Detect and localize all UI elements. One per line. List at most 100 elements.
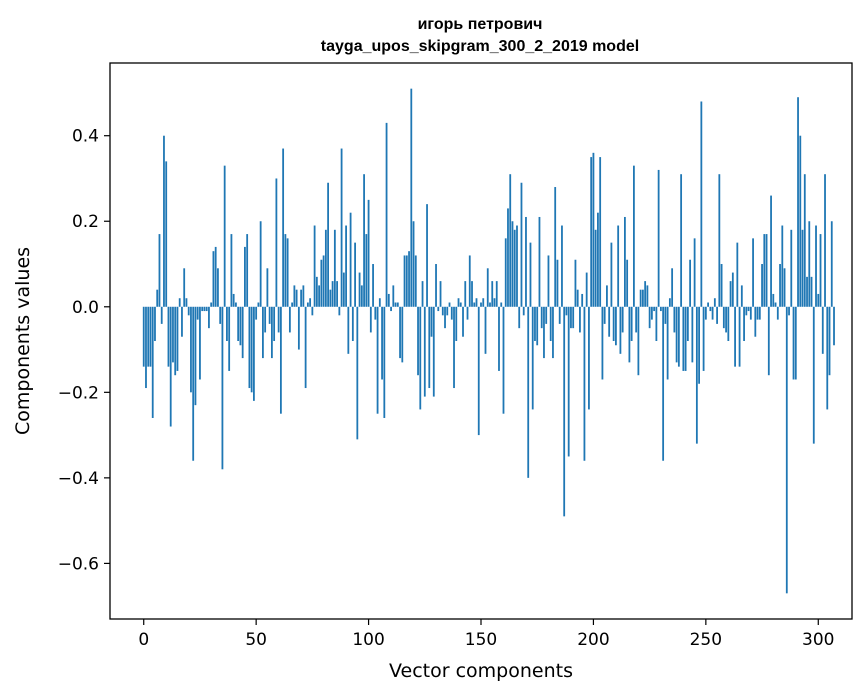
bar-57 [270, 306, 273, 359]
bar-135 [446, 306, 449, 316]
bar-60 [277, 306, 280, 333]
bar-256 [718, 174, 721, 307]
bar-101 [369, 306, 372, 333]
bar-199 [590, 157, 593, 307]
bar-89 [342, 272, 345, 307]
bar-238 [677, 306, 680, 367]
bar-263 [734, 306, 736, 367]
bar-95 [356, 306, 359, 440]
x-tick-label: 200 [577, 630, 609, 650]
bar-232 [664, 306, 667, 324]
bar-208 [610, 242, 613, 307]
bar-149 [477, 306, 480, 436]
bar-3 [149, 306, 152, 367]
bar-54 [264, 306, 267, 333]
y-axis: −0.6 −0.4 −0.2 0.0 0.2 0.4 [58, 127, 110, 574]
chart-title-line-2: tayga_upos_skipgram_300_2_2019 model [321, 38, 639, 55]
bar-16 [178, 298, 181, 307]
x-axis-label: Vector components [389, 660, 573, 682]
bar-249 [702, 306, 705, 371]
bar-90 [345, 225, 347, 307]
bar-303 [824, 174, 826, 307]
bar-307 [833, 306, 835, 346]
bar-78 [318, 285, 321, 307]
bar-152 [484, 306, 487, 354]
bar-69 [297, 306, 300, 350]
bar-51 [257, 302, 260, 307]
bar-226 [650, 306, 653, 320]
bar-177 [540, 306, 543, 329]
bar-299 [815, 225, 817, 307]
bar-15 [176, 306, 179, 371]
bar-269 [747, 306, 750, 312]
bar-116 [403, 255, 406, 307]
bar-243 [689, 259, 692, 307]
bar-169 [522, 306, 525, 316]
bar-250 [704, 306, 707, 320]
bar-151 [482, 298, 485, 307]
bar-183 [554, 187, 557, 307]
bar-231 [662, 306, 665, 461]
bar-100 [367, 199, 370, 307]
bar-105 [378, 298, 381, 307]
chart-title-line-1: игорь петрович [418, 16, 543, 33]
bar-85 [333, 229, 336, 307]
bar-156 [493, 298, 496, 307]
bar-248 [700, 101, 703, 307]
bar-157 [495, 281, 498, 307]
bar-305 [828, 306, 831, 376]
bar-24 [196, 306, 199, 320]
bar-25 [199, 306, 201, 380]
bar-174 [534, 306, 536, 341]
bar-234 [668, 298, 671, 307]
bar-111 [392, 285, 395, 307]
bar-225 [648, 306, 651, 329]
bar-104 [376, 306, 379, 414]
bar-56 [268, 306, 271, 324]
bar-122 [417, 306, 419, 376]
bar-161 [504, 238, 507, 307]
bar-132 [439, 281, 442, 307]
bar-14 [174, 306, 177, 376]
bar-279 [770, 195, 772, 307]
y-tick-label: 0.2 [72, 212, 99, 232]
x-tick-label: 50 [245, 630, 267, 650]
bar-75 [311, 306, 314, 316]
bar-286 [785, 306, 788, 594]
bar-5 [154, 306, 156, 341]
bar-277 [765, 234, 768, 307]
bar-282 [776, 306, 779, 320]
bar-302 [821, 306, 824, 354]
bar-99 [365, 234, 368, 307]
bar-179 [545, 306, 548, 324]
bar-88 [340, 148, 343, 307]
bar-297 [810, 276, 813, 307]
bar-146 [471, 281, 473, 307]
bar-276 [763, 234, 766, 307]
bar-236 [673, 306, 676, 333]
bar-224 [646, 285, 649, 307]
bar-31 [212, 251, 215, 307]
bar-65 [288, 306, 291, 333]
bar-217 [630, 306, 633, 341]
bar-80 [322, 255, 325, 307]
bar-150 [480, 302, 482, 307]
bar-283 [779, 264, 781, 307]
bar-211 [617, 225, 620, 307]
bar-270 [749, 306, 752, 320]
bar-252 [709, 306, 712, 312]
x-tick-label: 300 [802, 630, 834, 650]
bar-38 [228, 306, 231, 371]
bar-280 [772, 293, 775, 307]
bar-228 [655, 306, 658, 341]
bar-127 [428, 306, 431, 389]
bar-229 [657, 169, 660, 307]
bar-188 [565, 306, 568, 316]
bar-189 [567, 306, 570, 457]
bar-107 [383, 306, 386, 418]
bar-64 [286, 238, 289, 307]
bar-182 [552, 306, 554, 359]
bar-207 [608, 306, 611, 337]
bar-112 [394, 302, 397, 307]
